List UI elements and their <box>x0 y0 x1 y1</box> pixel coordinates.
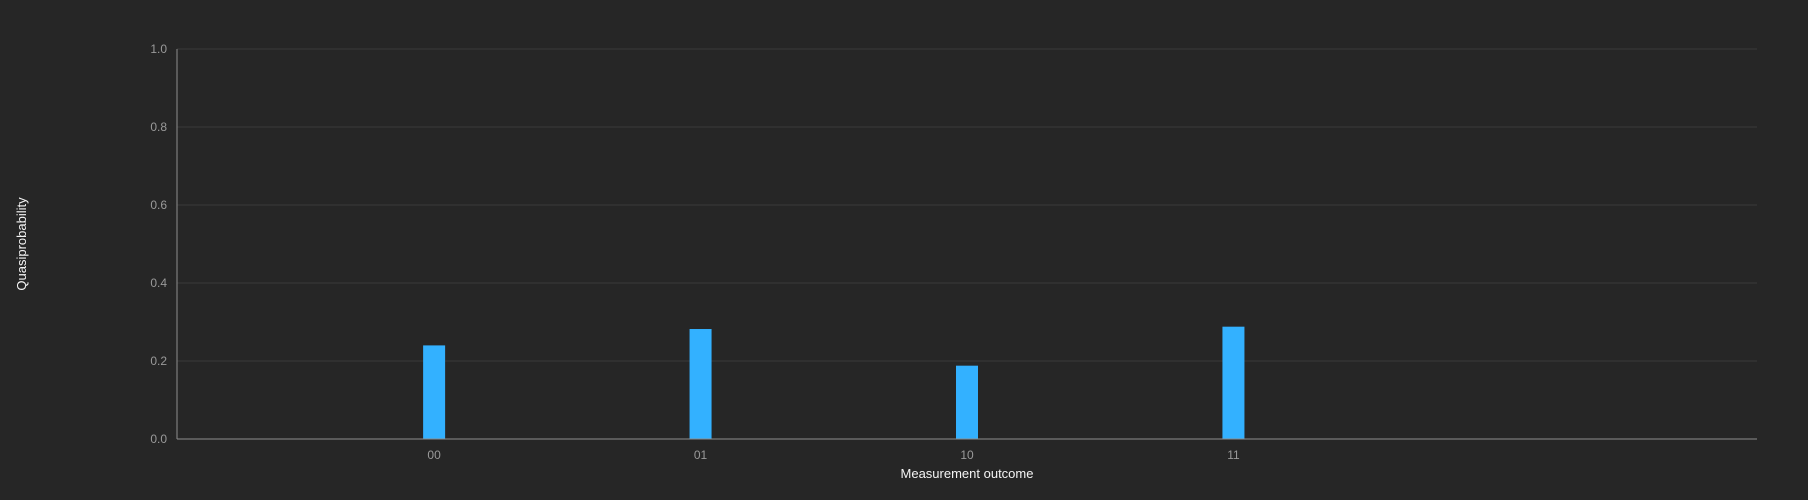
x-tick-labels: 00 01 10 11 <box>427 448 1240 462</box>
y-tick-labels: 0.0 0.2 0.4 0.6 0.8 1.0 <box>150 42 167 446</box>
y-tick-label: 0.8 <box>150 120 167 134</box>
y-tick-label: 0.6 <box>150 198 167 212</box>
y-tick-label: 0.2 <box>150 354 167 368</box>
x-tick-label: 10 <box>960 448 974 462</box>
x-tick-label: 01 <box>694 448 708 462</box>
x-tick-label: 00 <box>427 448 441 462</box>
axes <box>176 49 1757 440</box>
y-tick-label: 0.0 <box>150 432 167 446</box>
bar-11 <box>1222 326 1245 439</box>
x-tick-label: 11 <box>1227 448 1240 462</box>
y-tick-label: 0.4 <box>150 276 167 290</box>
bar-10 <box>956 365 978 439</box>
x-axis-title: Measurement outcome <box>901 466 1034 481</box>
grid-lines <box>177 48 1757 362</box>
y-tick-label: 1.0 <box>150 42 167 56</box>
bar-00 <box>423 345 446 439</box>
bar-01 <box>689 329 712 439</box>
bars <box>423 326 1245 439</box>
y-axis-title: Quasiprobability <box>14 197 29 291</box>
